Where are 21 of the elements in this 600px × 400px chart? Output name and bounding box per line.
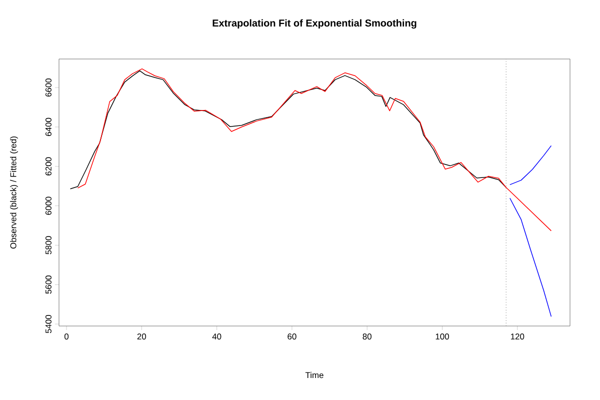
line-series <box>77 68 552 232</box>
x-tick-label: 60 <box>288 334 296 340</box>
x-tick-label: 80 <box>362 334 372 340</box>
y-tick-label: 6000 <box>45 196 52 215</box>
y-tick-label: 5600 <box>45 276 52 294</box>
y-axis-title: Observed (black) / Fitted (red) <box>10 136 18 249</box>
x-tick-label: 0 <box>64 334 69 340</box>
y-tick-label: 5400 <box>45 314 52 334</box>
y-tick-label: 6400 <box>45 118 52 136</box>
x-tick-label: 40 <box>212 334 222 340</box>
x-tick-label: 100 <box>436 334 449 340</box>
line-series <box>510 145 552 186</box>
y-tick-label: 6600 <box>45 78 52 97</box>
y-tick-label: 6200 <box>45 157 52 176</box>
x-axis-title: Time <box>305 372 324 378</box>
chart-title: Extrapolation Fit of Exponential Smoothing <box>212 19 416 29</box>
x-tick-label: 20 <box>137 334 146 340</box>
x-tick-label: 120 <box>510 334 524 340</box>
y-tick-label: 5800 <box>45 236 52 254</box>
line-series <box>70 70 507 190</box>
line-series <box>510 198 552 317</box>
